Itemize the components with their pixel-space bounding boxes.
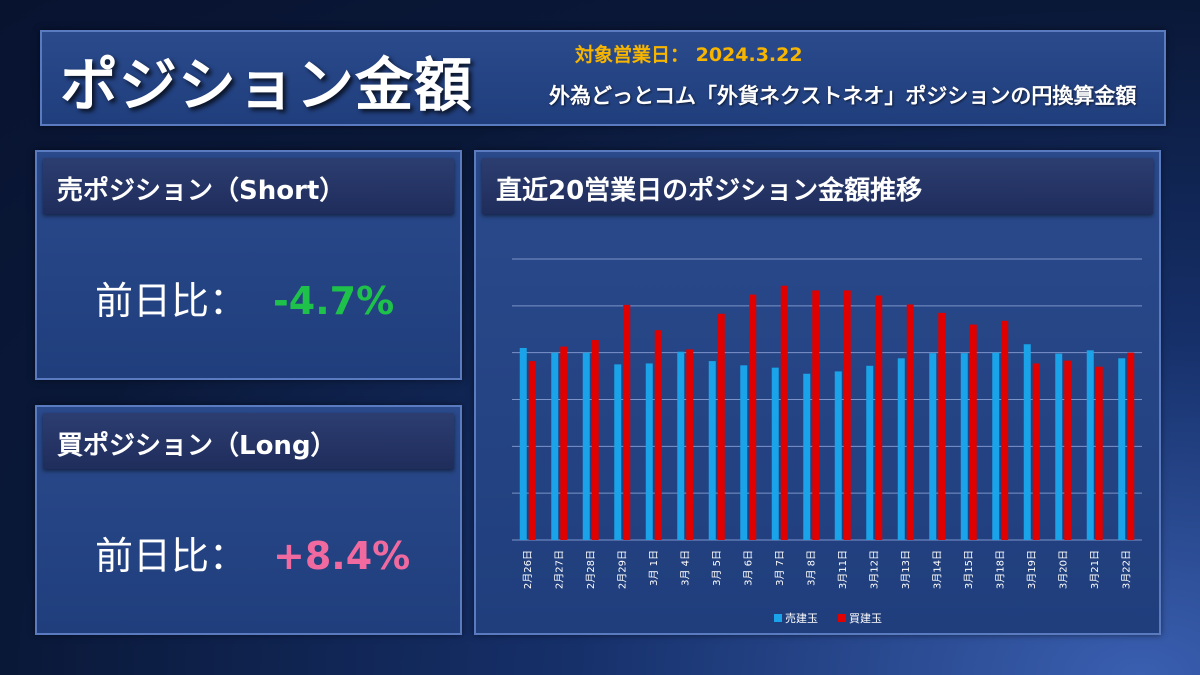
x-tick-label: 3月 6日 (742, 550, 754, 586)
bar-buy (654, 330, 662, 540)
chart-title: 直近20営業日のポジション金額推移 (496, 176, 923, 206)
bar-buy (1095, 366, 1103, 540)
bar-buy (717, 313, 725, 540)
bar-sell (834, 371, 842, 540)
bar-sell (1055, 353, 1063, 540)
short-card-header: 売ポジション（Short） (43, 158, 454, 214)
bar-sell (929, 353, 937, 540)
bar-buy (591, 340, 599, 540)
bar-sell (740, 365, 748, 540)
long-ratio-label: 前日比： (95, 534, 248, 578)
bar-sell (1086, 350, 1094, 540)
bar-sell (1023, 344, 1031, 540)
x-tick-label: 3月19日 (1026, 550, 1038, 589)
bar-sell (582, 352, 590, 540)
bar-buy (1032, 363, 1040, 540)
legend-swatch (774, 614, 782, 622)
bar-sell (551, 352, 559, 540)
short-card-title: 売ポジション（Short） (57, 176, 346, 206)
bar-buy (875, 295, 883, 540)
bar-buy (906, 304, 914, 540)
x-tick-label: 3月20日 (1057, 550, 1069, 589)
bar-buy (780, 285, 788, 540)
chart-card: 直近20営業日のポジション金額推移 2月26日 2月27日 2月28日 2月29日 3月… (474, 150, 1161, 635)
x-tick-label: 2月26日 (522, 550, 534, 589)
legend-label: 買建玉 (849, 611, 882, 625)
bar-buy (1064, 360, 1072, 540)
long-card-title: 買ポジション（Long） (57, 431, 337, 461)
x-tick-label: 3月 1日 (648, 550, 660, 586)
chart-card-header: 直近20営業日のポジション金額推移 (482, 158, 1153, 214)
bar-sell (992, 352, 1000, 540)
bar-buy (843, 290, 851, 540)
bar-sell (1118, 358, 1126, 540)
bar-buy (623, 304, 631, 540)
long-ratio-row: 前日比： +8.4% (95, 525, 410, 580)
bar-sell (677, 351, 685, 540)
short-position-card: 売ポジション（Short） 前日比： -4.7% (35, 150, 462, 380)
long-card-header: 買ポジション（Long） (43, 413, 454, 469)
bar-buy (560, 346, 568, 540)
bar-sell (708, 361, 716, 540)
x-tick-label: 3月14日 (931, 550, 943, 589)
legend-label: 売建玉 (785, 611, 818, 625)
x-tick-label: 2月27日 (553, 550, 565, 589)
bar-buy (969, 324, 977, 540)
header-panel: ポジション金額 対象営業日： 2024.3.22 外為どっとコム「外貨ネクストネ… (40, 30, 1166, 126)
x-tick-label: 3月 8日 (805, 550, 817, 586)
long-position-card: 買ポジション（Long） 前日比： +8.4% (35, 405, 462, 635)
bar-sell (803, 373, 811, 540)
bar-buy (938, 312, 946, 540)
x-tick-label: 3月13日 (900, 550, 912, 589)
target-date: 対象営業日： 2024.3.22 (575, 44, 803, 66)
x-tick-label: 2月28日 (585, 550, 597, 589)
short-ratio-label: 前日比： (95, 279, 248, 323)
x-tick-label: 3月 4日 (679, 550, 691, 586)
x-tick-label: 3月12日 (868, 550, 880, 589)
x-tick-label: 3月 7日 (774, 550, 786, 586)
x-tick-label: 3月 5日 (711, 550, 723, 586)
legend-swatch (838, 614, 846, 622)
bar-sell (519, 347, 527, 540)
bar-sell (614, 364, 622, 540)
bar-sell (897, 358, 905, 540)
x-tick-label: 2月29日 (616, 550, 628, 589)
short-ratio-row: 前日比： -4.7% (95, 270, 394, 325)
bar-buy (1001, 320, 1009, 540)
x-tick-label: 3月21日 (1089, 550, 1101, 589)
x-tick-label: 3月15日 (963, 550, 975, 589)
short-ratio-value: -4.7% (273, 279, 395, 323)
x-tick-label: 3月11日 (837, 550, 849, 589)
long-ratio-value: +8.4% (273, 534, 411, 578)
bar-sell (645, 363, 653, 540)
bar-sell (771, 367, 779, 540)
x-tick-label: 3月22日 (1120, 550, 1132, 589)
page-subtitle: 外為どっとコム「外貨ネクストネオ」ポジションの円換算金額 (549, 84, 1137, 108)
page-title: ポジション金額 (60, 51, 474, 119)
bar-buy (749, 294, 757, 540)
bar-sell (866, 365, 874, 540)
bar-buy (1127, 352, 1135, 540)
bar-buy (528, 361, 536, 540)
x-tick-label: 3月18日 (994, 550, 1006, 589)
bar-buy (812, 290, 820, 540)
position-chart: 2月26日 2月27日 2月28日 2月29日 3月 1日 3月 4日 3月 5日 3月 6日… (512, 258, 1142, 625)
bar-sell (960, 353, 968, 540)
bar-buy (686, 349, 694, 540)
